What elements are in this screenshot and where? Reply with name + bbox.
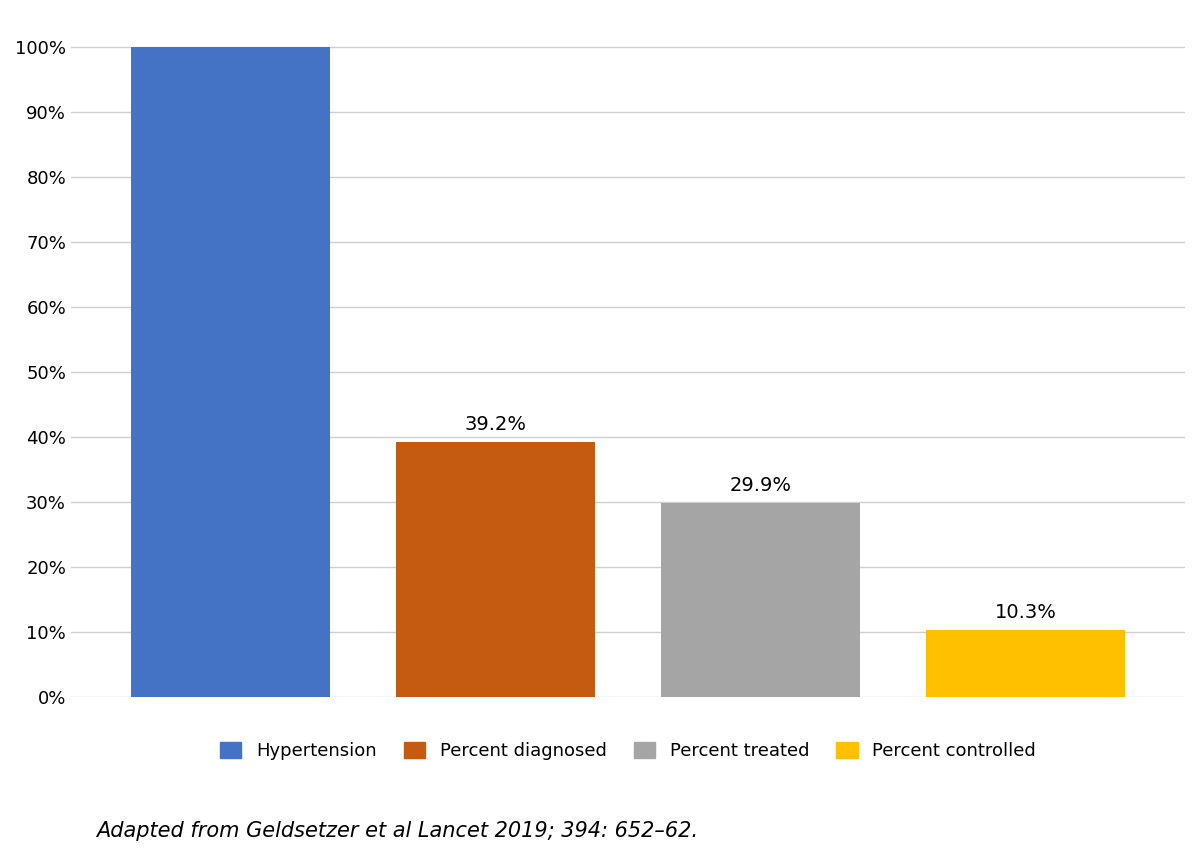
Text: 39.2%: 39.2% [464, 415, 527, 435]
Legend: Hypertension, Percent diagnosed, Percent treated, Percent controlled: Hypertension, Percent diagnosed, Percent… [211, 734, 1045, 769]
Text: Adapted from Geldsetzer et al Lancet 2019; 394: 652–62.: Adapted from Geldsetzer et al Lancet 201… [96, 820, 698, 841]
Bar [926, 630, 1126, 697]
Bar [661, 503, 860, 697]
Text: 29.9%: 29.9% [730, 475, 792, 495]
Text: 10.3%: 10.3% [995, 603, 1057, 622]
Bar [396, 442, 595, 697]
Bar [131, 48, 330, 697]
